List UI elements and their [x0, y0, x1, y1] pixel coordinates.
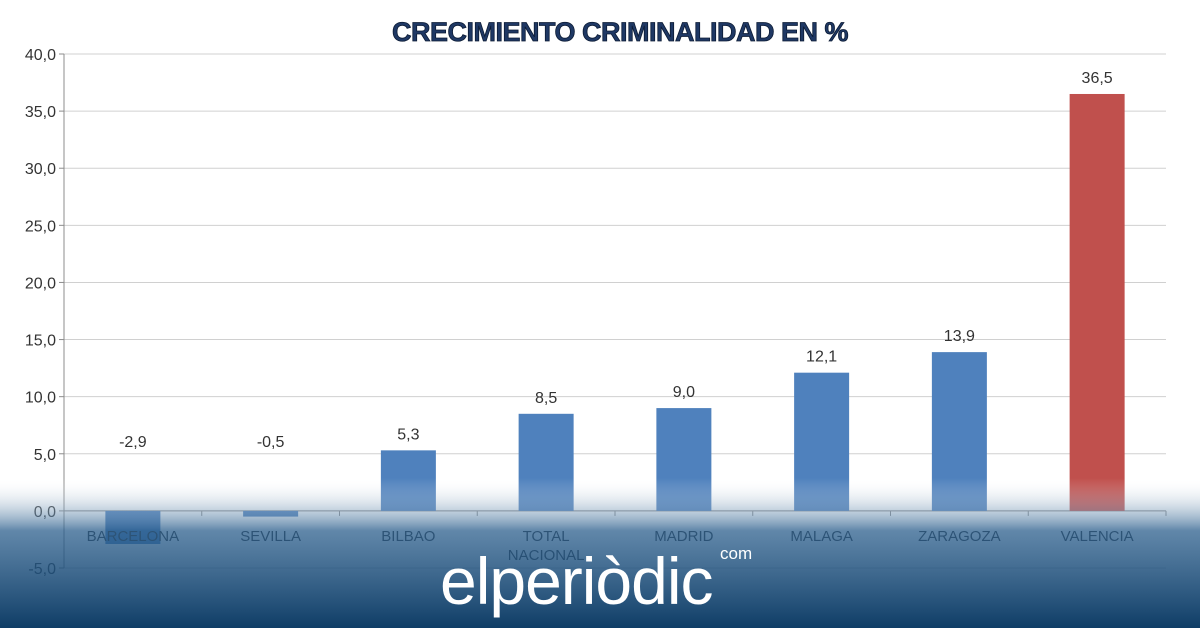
data-labels: -2,9 -0,5 5,3 8,5 9,0 12,1 13,9 36,5 [119, 70, 1113, 451]
y-tick-label: 20,0 [25, 275, 56, 292]
data-label: 12,1 [806, 349, 837, 366]
y-tick-label: 10,0 [25, 390, 56, 407]
data-label: -2,9 [119, 434, 147, 451]
data-label: 13,9 [944, 328, 975, 345]
y-tick-label: 35,0 [25, 104, 56, 121]
y-tick-label: 5,0 [34, 447, 56, 464]
chart-title: CRECIMIENTO CRIMINALIDAD EN % [392, 17, 849, 47]
bar [1069, 93, 1125, 511]
y-tick-label: 40,0 [25, 47, 56, 64]
data-label: -0,5 [257, 434, 285, 451]
y-tick-label: 15,0 [25, 333, 56, 350]
data-label: 8,5 [535, 390, 557, 407]
data-label: 9,0 [673, 384, 695, 401]
data-label: 5,3 [397, 426, 419, 443]
brand-logo: elperiòdic com [440, 544, 752, 618]
brand-name: elperiòdic [440, 544, 713, 618]
brand-suffix: com [720, 544, 752, 563]
data-label: 36,5 [1082, 70, 1113, 87]
y-tick-label: 30,0 [25, 161, 56, 178]
y-tick-label: 25,0 [25, 218, 56, 235]
bars [105, 93, 1125, 545]
footer-band [0, 478, 1200, 628]
